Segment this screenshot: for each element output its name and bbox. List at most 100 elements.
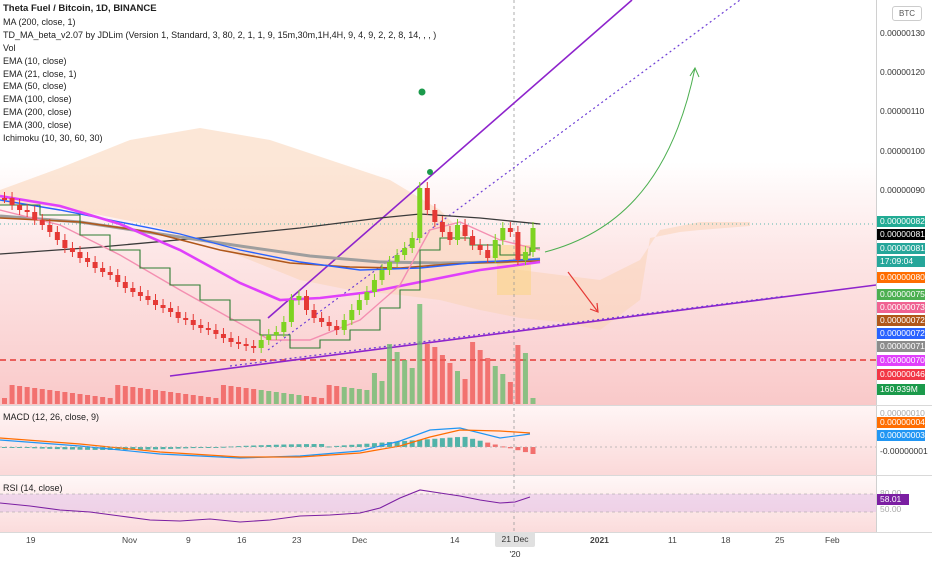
macd-histogram-bar <box>462 436 468 447</box>
candle <box>100 268 106 272</box>
macd-histogram-bar <box>198 447 204 448</box>
volume-bar <box>379 381 385 404</box>
candle <box>515 232 521 260</box>
price-badge: 0.00000072 <box>877 328 925 339</box>
candle <box>387 262 393 270</box>
channel-lower-line <box>169 284 876 377</box>
volume-bar <box>69 393 75 404</box>
time-axis-border <box>0 532 932 533</box>
candle <box>77 252 83 258</box>
volume-bar <box>349 388 355 404</box>
macd-histogram-bar <box>137 447 143 450</box>
candle <box>2 198 7 200</box>
macd-histogram-bar <box>183 447 189 449</box>
candle <box>439 222 445 232</box>
indicator-legend-item[interactable]: EMA (200, close) <box>3 107 72 118</box>
indicator-legend-item[interactable]: EMA (10, close) <box>3 55 67 66</box>
indicator-legend-item[interactable]: TD_MA_beta_v2.07 by JDLim (Version 1, St… <box>3 29 437 40</box>
indicator-legend-item[interactable]: Ichimoku (10, 30, 60, 30) <box>3 133 103 144</box>
candle <box>296 296 302 300</box>
macd-histogram-bar <box>341 445 347 447</box>
candle <box>409 238 415 248</box>
price-badge: 160.939M <box>877 384 925 395</box>
price-badge: 0.00000046 <box>877 369 925 380</box>
volume-bar <box>334 386 340 404</box>
indicator-legend-item[interactable]: EMA (300, close) <box>3 120 72 131</box>
macd-legend[interactable]: MACD (12, 26, close, 9) <box>3 412 100 422</box>
volume-bar <box>213 398 219 404</box>
macd-histogram-bar <box>326 446 332 448</box>
chart-canvas[interactable] <box>0 0 876 532</box>
indicator-legend-item[interactable]: Vol <box>3 42 16 53</box>
ema-10-line <box>0 209 541 341</box>
candle <box>54 232 60 240</box>
price-badge: 0.00000072 <box>877 315 925 326</box>
macd-histogram-bar <box>54 447 60 450</box>
candle <box>424 188 430 210</box>
time-axis-label: Feb <box>825 535 840 545</box>
volume-bar <box>228 386 234 404</box>
symbol-title[interactable]: Theta Fuel / Bitcoin, 1D, BINANCE <box>3 3 157 14</box>
price-badge: 0.00000081 <box>877 229 925 240</box>
volume-bar <box>492 366 498 404</box>
volume-bar <box>394 352 400 404</box>
candle <box>175 312 181 318</box>
macd-histogram-bar <box>334 445 340 447</box>
macd-histogram-bar <box>266 444 272 447</box>
macd-histogram-bar <box>492 444 498 447</box>
price-badge: 0.00000082 <box>877 216 925 227</box>
time-axis-label: Nov <box>122 535 138 545</box>
volume-bar <box>243 388 249 404</box>
candle <box>530 228 536 252</box>
candle <box>507 228 513 232</box>
candle <box>130 288 136 292</box>
rsi-axis-label: 50.00 <box>880 504 902 514</box>
price-axis-label: 0.00000100 <box>880 146 925 156</box>
indicator-legend-item[interactable]: EMA (50, close) <box>3 81 67 92</box>
macd-histogram-bar <box>500 446 506 448</box>
volume-bar <box>356 389 362 404</box>
volume-bar <box>273 392 279 404</box>
volume-bar <box>85 395 91 404</box>
volume-bar <box>387 344 393 404</box>
macd-histogram-bar <box>485 442 491 447</box>
time-axis-label: 9 <box>186 535 191 545</box>
price-badge: 0.00000080 <box>877 272 925 283</box>
projected-down-arrow <box>567 271 599 313</box>
candle <box>326 322 332 326</box>
macd-signal-line <box>0 429 531 458</box>
volume-bar <box>2 398 7 404</box>
price-axis-label: 0.00000120 <box>880 67 925 77</box>
candle <box>122 282 128 288</box>
pane-divider[interactable] <box>0 475 932 476</box>
candle <box>356 300 362 310</box>
volume-bar <box>296 395 302 404</box>
volume-bar <box>432 347 438 404</box>
candle <box>281 322 287 332</box>
currency-badge[interactable]: BTC <box>892 6 922 21</box>
volume-bar <box>175 393 181 404</box>
candle <box>32 212 38 220</box>
pane-divider[interactable] <box>0 405 932 406</box>
rsi-legend[interactable]: RSI (14, close) <box>3 483 63 493</box>
macd-histogram-bar <box>394 441 400 447</box>
macd-histogram-bar <box>69 447 75 450</box>
candle <box>85 258 91 262</box>
time-axis-label: 14 <box>450 535 460 545</box>
macd-histogram-bar <box>213 447 219 448</box>
time-axis-label: 18 <box>721 535 731 545</box>
macd-pane[interactable] <box>0 406 876 475</box>
volume-bar <box>319 398 325 404</box>
volume-bar <box>236 387 242 404</box>
indicator-legend-item[interactable]: MA (200, close, 1) <box>3 16 76 27</box>
volume-bar <box>326 385 332 404</box>
candle <box>39 220 45 225</box>
candle <box>341 320 347 330</box>
macd-histogram-bar <box>304 444 309 447</box>
volume-bar <box>153 390 158 404</box>
volume-bar <box>32 388 38 404</box>
candle <box>69 248 75 252</box>
time-axis-label: 25 <box>775 535 785 545</box>
indicator-legend-item[interactable]: EMA (100, close) <box>3 94 72 105</box>
indicator-legend-item[interactable]: EMA (21, close, 1) <box>3 68 77 79</box>
